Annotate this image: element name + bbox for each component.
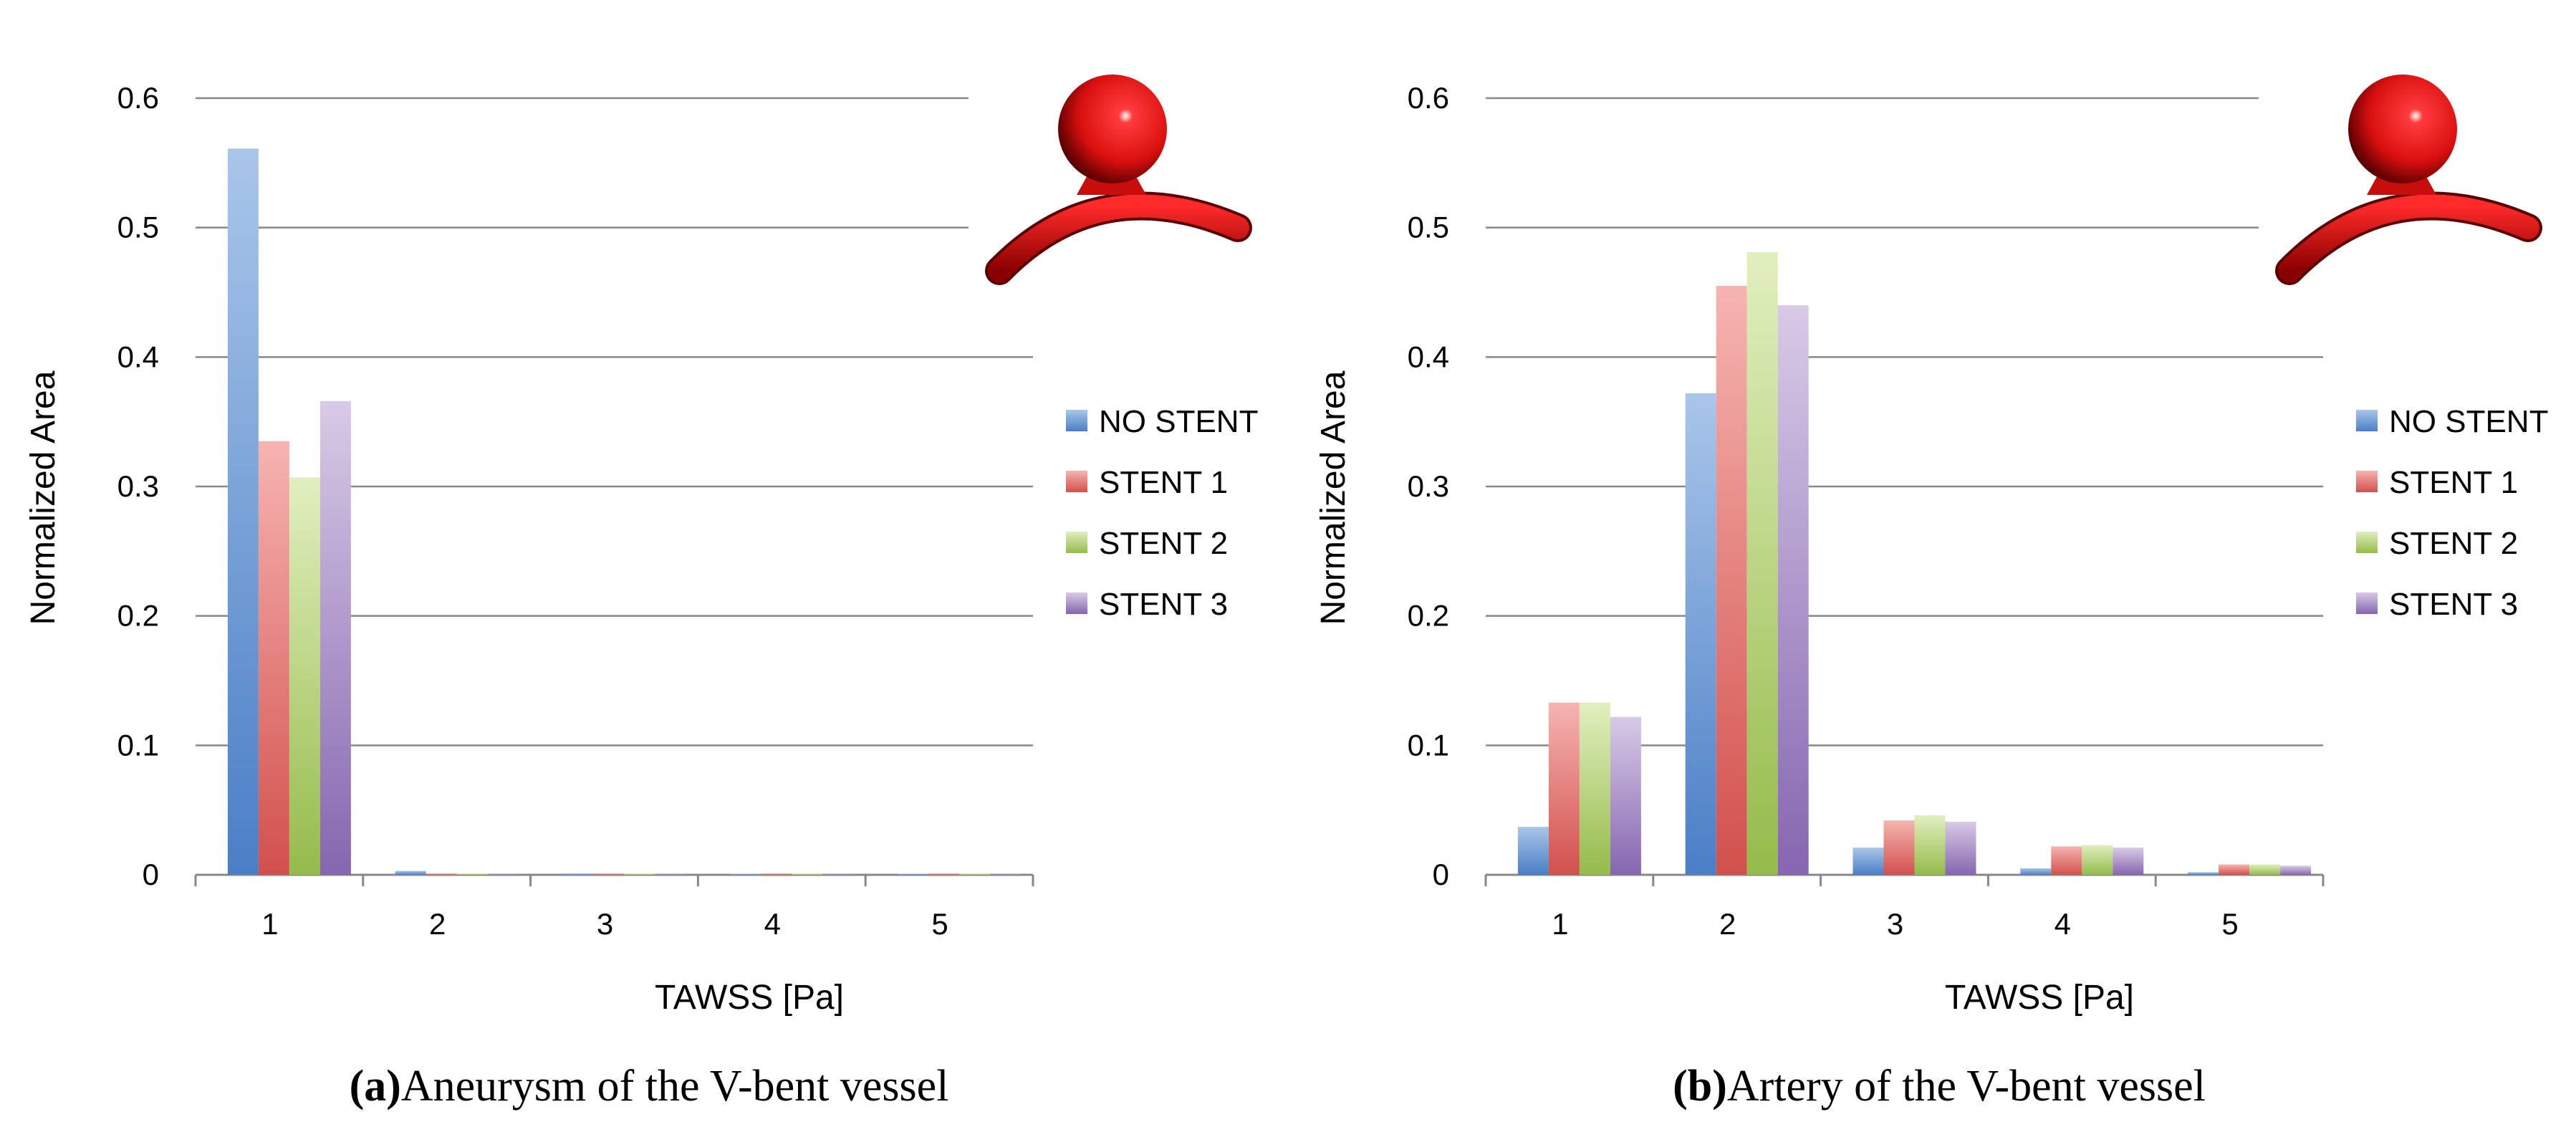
bar-stent-1-cat-1 [1548,702,1580,875]
y-tick-label: 0 [1433,858,1449,891]
legend-label: NO STENT [1099,404,1258,439]
legend-swatch [2356,471,2378,492]
legend-label: STENT 1 [1099,465,1228,500]
bar-stent-2-cat-1 [1579,702,1610,875]
y-tick-label: 0.1 [117,728,159,762]
bar-stent-3-cat-5 [2280,865,2312,875]
y-tick-label: 0.5 [1408,211,1449,244]
x-tick-label: 1 [1552,907,1568,941]
caption-text: Artery of the V-bent vessel [1727,1062,2206,1111]
y-tick-label: 0.2 [117,599,159,633]
bar-stent-1-cat-2 [426,873,457,875]
y-tick-label: 0.3 [117,469,159,503]
bar-stent-3-cat-3 [655,873,686,875]
bar-no-stent-cat-3 [562,873,594,875]
bar-stent-3-cat-1 [1610,716,1641,875]
x-axis-title: TAWSS [Pa] [655,979,844,1017]
x-tick-label: 2 [429,907,446,941]
bar-no-stent-cat-4 [730,873,761,875]
bar-stent-1-cat-2 [1716,285,1747,875]
bar-stent-2-cat-2 [456,873,488,875]
legend-label: STENT 3 [2389,587,2518,622]
caption-text: Aneurysm of the V-bent vessel [401,1062,949,1111]
y-axis-title: Normalized Area [1315,370,1352,625]
x-tick-label: 5 [931,907,948,941]
y-tick-label: 0.4 [1408,340,1449,373]
bar-no-stent-cat-2 [395,871,426,875]
vessel-illustration [2275,75,2542,285]
x-tick-label: 5 [2221,907,2238,941]
legend-label: STENT 2 [2389,526,2518,561]
bar-stent-3-cat-2 [1777,305,1809,876]
bar-no-stent-cat-1 [1517,827,1549,875]
y-tick-label: 0.6 [117,81,159,115]
legend-swatch [2356,410,2378,431]
bar-stent-3-cat-1 [319,401,351,875]
bar-stent-2-cat-4 [792,873,823,875]
bar-stent-3-cat-4 [822,873,854,875]
bar-stent-3-cat-3 [1945,821,1976,875]
legend-swatch [1066,593,1087,614]
bar-stent-1-cat-3 [1883,820,1915,875]
legend-label: STENT 1 [2389,465,2518,500]
y-tick-label: 0.2 [1408,599,1449,633]
bar-no-stent-cat-4 [2020,868,2052,875]
caption-label: (b) [1673,1062,1727,1111]
x-tick-label: 1 [261,907,278,941]
bar-stent-2-cat-5 [959,873,991,875]
bar-stent-1-cat-4 [761,873,792,875]
legend-label: STENT 2 [1099,526,1228,561]
y-tick-label: 0.6 [1408,81,1449,115]
bar-stent-1-cat-3 [593,873,625,875]
legend-swatch [1066,532,1087,553]
bar-no-stent-cat-5 [898,873,929,875]
y-tick-label: 0.3 [1408,469,1449,503]
bar-stent-3-cat-2 [487,873,519,875]
legend-swatch [2356,593,2378,614]
bar-stent-2-cat-3 [1914,815,1946,875]
legend-label: STENT 3 [1099,587,1228,622]
panel-b: 0 0.1 0.2 0.3 0.4 0.5 0.6 1 2 3 4 5 TAWSS [Pa] Normal… [1315,75,2548,1111]
x-tick-label: 2 [1719,907,1736,941]
bar-no-stent-cat-3 [1852,848,1884,875]
y-tick-label: 0 [143,858,159,891]
bar-stent-2-cat-4 [2082,845,2113,875]
legend-label: NO STENT [2389,404,2548,439]
bar-stent-3-cat-5 [990,873,1022,875]
bar-no-stent-cat-5 [2188,872,2219,875]
bar-stent-2-cat-2 [1746,251,1778,875]
y-tick-label: 0.5 [117,211,159,244]
y-tick-label: 0.4 [117,340,159,373]
caption-label: (a) [350,1062,401,1111]
bar-stent-2-cat-1 [289,477,320,875]
legend-swatch [1066,410,1087,431]
bar-stent-3-cat-4 [2113,848,2144,875]
y-tick-label: 0.1 [1408,728,1449,762]
bar-stent-1-cat-5 [2219,864,2250,875]
bar-stent-1-cat-5 [928,873,960,875]
panel-caption: (a)Aneurysm of the V-bent vessel [350,1062,949,1111]
bar-stent-1-cat-4 [2051,846,2082,875]
y-axis-title: Normalized Area [24,370,62,625]
legend-swatch [1066,471,1087,492]
bar-no-stent-cat-2 [1685,393,1716,875]
bar-stent-2-cat-3 [624,873,655,875]
bar-stent-2-cat-5 [2249,864,2281,875]
x-tick-label: 4 [764,907,781,941]
x-axis-title: TAWSS [Pa] [1945,979,2134,1017]
panel-a: 0 0.1 0.2 0.3 0.4 0.5 0.6 1 2 3 4 5 TAWSS [Pa] Normal… [24,75,1258,1111]
bar-no-stent-cat-1 [227,148,259,875]
bar-stent-1-cat-1 [258,441,289,875]
x-tick-label: 4 [2054,907,2071,941]
x-tick-label: 3 [1887,907,1903,941]
x-tick-label: 3 [597,907,613,941]
legend-swatch [2356,532,2378,553]
panel-caption: (b)Artery of the V-bent vessel [1673,1062,2206,1111]
vessel-illustration [985,75,1252,285]
